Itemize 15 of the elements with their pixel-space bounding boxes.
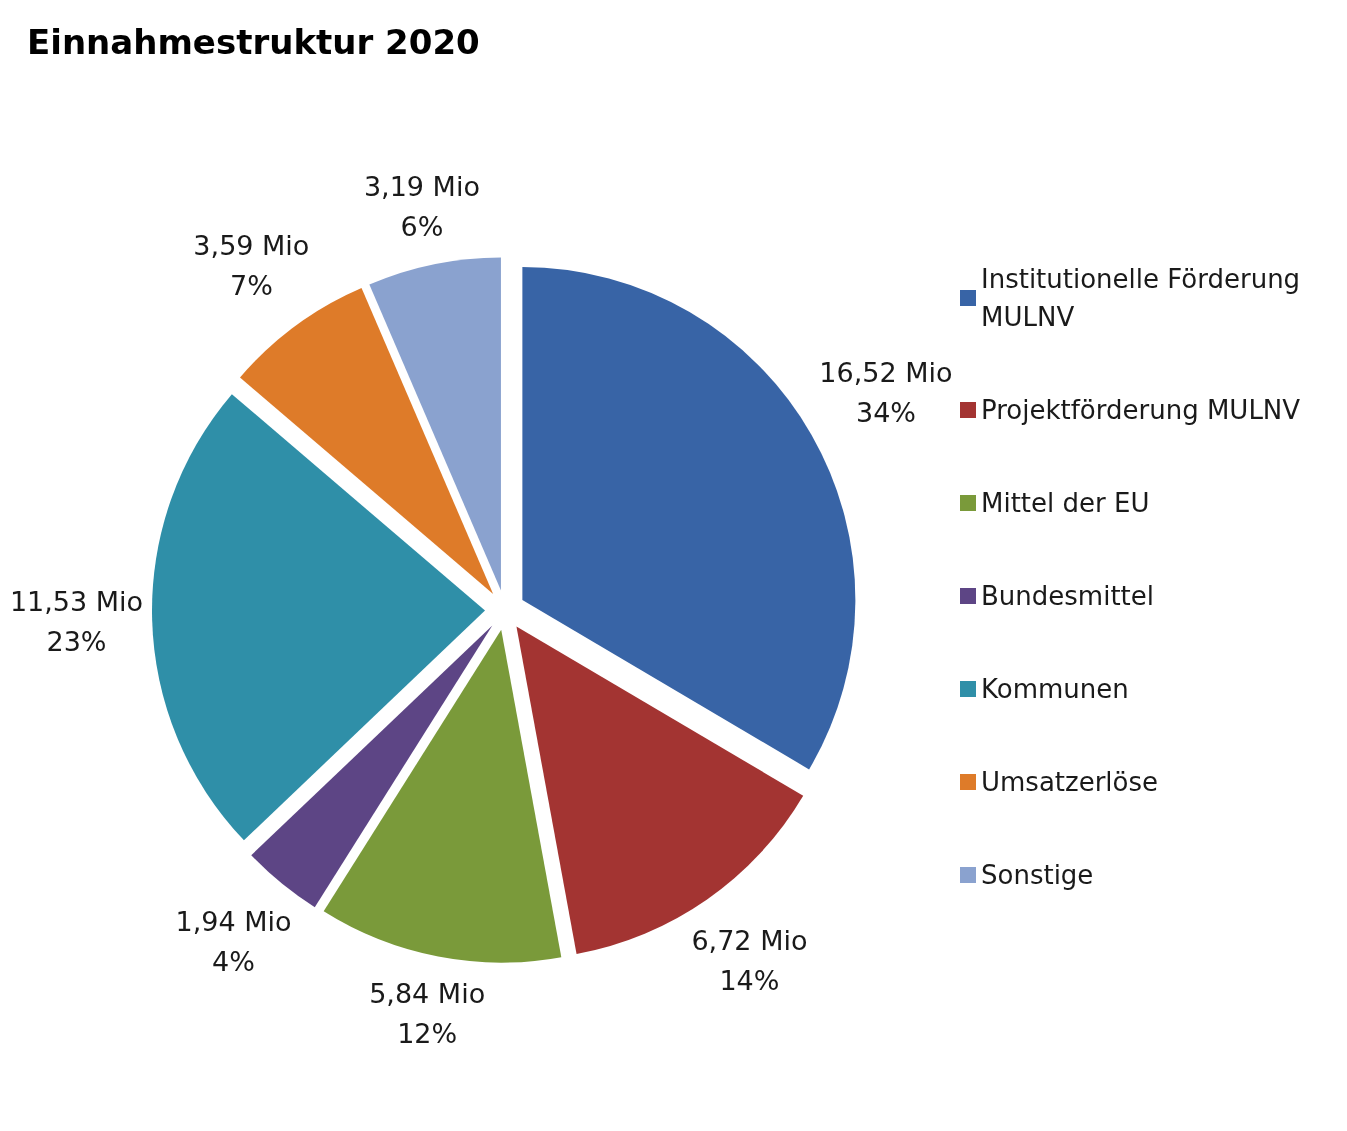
data-label: 3,59 Mio 7% <box>193 230 310 302</box>
legend-label: Bundesmittel <box>981 581 1154 611</box>
data-label: 3,19 Mio 6% <box>363 171 480 243</box>
legend-label: Sonstige <box>981 860 1094 890</box>
data-label: 5,84 Mio 12% <box>369 978 486 1050</box>
legend-label: Projektförderung MULNV <box>981 395 1301 425</box>
data-label: 16,52 Mio 34% <box>819 357 953 429</box>
data-label: 6,72 Mio 14% <box>691 924 808 996</box>
legend-label: Mittel der EU <box>981 488 1150 518</box>
data-label: 1,94 Mio 4% <box>175 906 292 978</box>
data-label: 11,53 Mio 23% <box>9 586 144 658</box>
legend-label: Institutionelle Förderung MULNV <box>981 264 1309 332</box>
legend-label: Umsatzerlöse <box>981 767 1159 797</box>
legend-label: Kommunen <box>981 674 1129 704</box>
chart-title: Einnahmestruktur 2020 <box>27 22 480 62</box>
